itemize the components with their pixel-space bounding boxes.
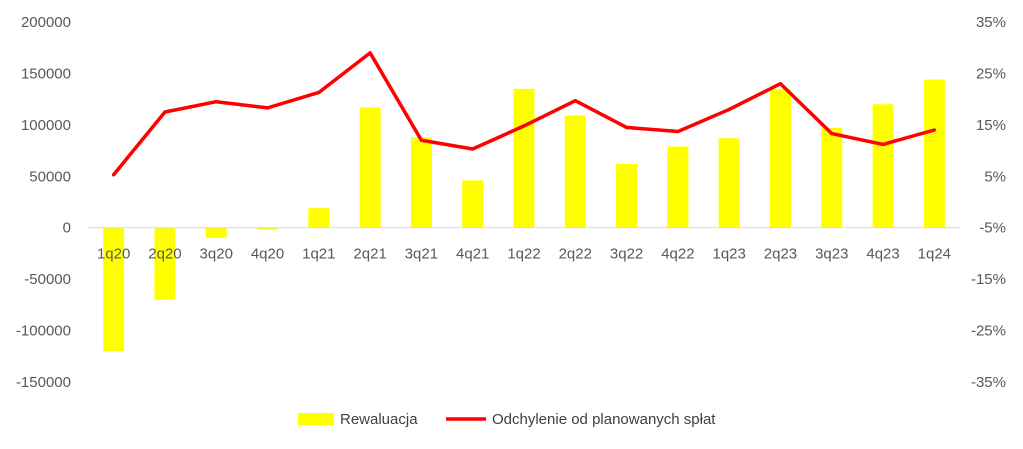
x-axis-tick-label: 1q23 — [712, 246, 745, 263]
line-point-3q23 — [830, 132, 834, 136]
left-axis-tick-label: 0 — [63, 220, 71, 237]
x-axis-tick-label: 3q21 — [405, 246, 438, 263]
right-axis-tick-label: 5% — [984, 168, 1006, 185]
line-point-2q21 — [368, 51, 372, 55]
bar-4q22 — [667, 146, 689, 228]
bar-4q21 — [462, 180, 484, 228]
line-point-4q22 — [676, 130, 680, 134]
x-axis-tick-label: 1q24 — [918, 246, 951, 263]
bar-2q22 — [564, 115, 586, 228]
x-axis-tick-label: 2q22 — [559, 246, 592, 263]
right-axis-tick-label: -15% — [971, 271, 1006, 288]
line-point-1q22 — [522, 124, 526, 128]
bar-3q20 — [205, 227, 227, 238]
line-point-1q23 — [727, 107, 731, 111]
x-axis-tick-label: 1q22 — [507, 246, 540, 263]
bar-3q21 — [410, 137, 432, 228]
x-axis-ticks: 1q20 2q20 3q20 4q20 1q21 2q21 3q21 4q21 1q22 2q22… — [97, 246, 951, 263]
x-axis-tick-label: 2q20 — [148, 246, 181, 263]
line-point-2q23 — [778, 82, 782, 86]
left-axis-tick-label: 50000 — [29, 168, 71, 185]
x-axis-tick-label: 4q20 — [251, 246, 284, 263]
line-point-1q20 — [112, 173, 116, 177]
bar-series-rewaluacja — [103, 79, 945, 352]
left-axis-tick-label: -150000 — [16, 374, 71, 391]
bar-4q20 — [257, 227, 279, 230]
bar-4q23 — [872, 104, 894, 228]
right-axis-tick-label: 15% — [976, 117, 1006, 134]
line-point-1q21 — [317, 90, 321, 94]
left-axis-tick-label: 150000 — [21, 65, 71, 82]
legend-swatch-rewaluacja — [298, 413, 334, 425]
bar-1q21 — [308, 208, 330, 228]
line-point-1q24 — [932, 128, 936, 132]
right-axis-tick-label: 25% — [976, 65, 1006, 82]
line-point-4q21 — [471, 147, 475, 151]
bar-1q23 — [718, 138, 740, 228]
line-series-odchylenie — [111, 51, 937, 177]
left-axis-tick-label: -50000 — [24, 271, 71, 288]
line-point-3q20 — [214, 100, 218, 104]
line-point-4q20 — [266, 106, 270, 110]
line-point-4q23 — [881, 142, 885, 146]
x-axis-tick-label: 4q23 — [866, 246, 899, 263]
line-point-3q21 — [419, 138, 423, 142]
left-axis-ticks: 200000 150000 100000 50000 0 -50000 -100000 -15… — [16, 14, 71, 391]
right-axis-tick-label: -35% — [971, 374, 1006, 391]
right-axis-tick-label: 35% — [976, 14, 1006, 31]
bar-1q20 — [103, 227, 125, 352]
bar-1q24 — [923, 79, 945, 228]
left-axis-tick-label: 100000 — [21, 117, 71, 134]
left-axis-tick-label: -100000 — [16, 323, 71, 340]
right-axis-ticks: 35% 25% 15% 5% -5% -15% -25% -35% — [971, 14, 1006, 391]
line-point-2q22 — [573, 99, 577, 103]
right-axis-tick-label: -5% — [979, 220, 1006, 237]
right-axis-tick-label: -25% — [971, 323, 1006, 340]
x-axis-tick-label: 2q23 — [764, 246, 797, 263]
legend-label-rewaluacja: Rewaluacja — [340, 411, 418, 428]
left-axis-tick-label: 200000 — [21, 14, 71, 31]
legend-label-odchylenie: Odchylenie od planowanych spłat — [492, 411, 716, 428]
bar-2q23 — [769, 88, 791, 228]
legend: Rewaluacja Odchylenie od planowanych spł… — [298, 411, 716, 428]
x-axis-tick-label: 1q20 — [97, 246, 130, 263]
line-point-2q20 — [163, 110, 167, 114]
bar-3q23 — [821, 127, 843, 228]
x-axis-tick-label: 4q22 — [661, 246, 694, 263]
bar-2q21 — [359, 107, 381, 228]
bar-1q22 — [513, 88, 535, 228]
x-axis-tick-label: 3q20 — [200, 246, 233, 263]
x-axis-tick-label: 3q23 — [815, 246, 848, 263]
x-axis-tick-label: 4q21 — [456, 246, 489, 263]
bar-3q22 — [616, 163, 638, 228]
x-axis-tick-label: 1q21 — [302, 246, 335, 263]
x-axis-tick-label: 2q21 — [353, 246, 386, 263]
x-axis-tick-label: 3q22 — [610, 246, 643, 263]
bar-2q20 — [154, 227, 176, 300]
line-point-3q22 — [625, 125, 629, 129]
